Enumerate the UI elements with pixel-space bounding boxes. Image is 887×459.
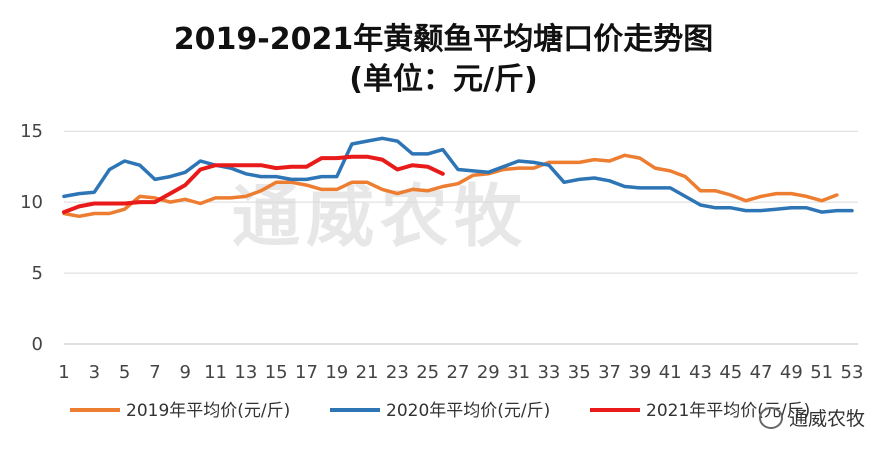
y-tick-label: 0: [32, 334, 43, 355]
x-tick-label: 37: [598, 362, 621, 383]
wechat-badge: 通威农牧: [758, 404, 865, 431]
x-tick-label: 41: [659, 362, 682, 383]
x-tick-label: 25: [416, 362, 439, 383]
x-tick-label: 9: [180, 362, 191, 383]
x-tick-label: 3: [89, 362, 100, 383]
x-tick-label: 45: [719, 362, 742, 383]
x-tick-label: 49: [780, 362, 803, 383]
x-tick-label: 21: [356, 362, 379, 383]
y-tick-label: 15: [20, 121, 43, 142]
x-tick-label: 11: [204, 362, 227, 383]
x-tick-label: 27: [447, 362, 470, 383]
x-tick-label: 47: [750, 362, 773, 383]
series-line-0: [62, 153, 839, 219]
badge-text: 通威农牧: [788, 408, 865, 430]
chart-title: 2019-2021年黄颡鱼平均塘口价走势图: [173, 22, 714, 57]
y-tick-label: 5: [32, 263, 43, 284]
x-tick-label: 23: [386, 362, 409, 383]
series-line-2: [62, 154, 445, 215]
x-tick-label: 5: [119, 362, 130, 383]
wechat-icon: [758, 406, 783, 429]
legend-label-1: 2020年平均价(元/斤): [386, 401, 550, 421]
x-tick-label: 33: [537, 362, 560, 383]
y-tick-label: 10: [20, 192, 43, 213]
x-tick-label: 35: [568, 362, 591, 383]
x-tick-label: 13: [234, 362, 257, 383]
x-tick-label: 51: [810, 362, 833, 383]
chart-subtitle: (单位：元/斤): [349, 62, 538, 97]
x-tick-label: 17: [295, 362, 318, 383]
x-tick-label: 7: [149, 362, 160, 383]
legend-label-0: 2019年平均价(元/斤): [126, 401, 290, 421]
x-tick-label: 53: [841, 362, 864, 383]
x-tick-label: 1: [58, 362, 69, 383]
series-line-1: [62, 136, 854, 214]
x-tick-label: 19: [325, 362, 348, 383]
x-tick-label: 15: [265, 362, 288, 383]
watermark-text: 通威农牧: [232, 178, 528, 257]
x-tick-label: 31: [507, 362, 530, 383]
x-tick-label: 43: [689, 362, 712, 383]
x-tick-label: 29: [477, 362, 500, 383]
x-tick-label: 39: [628, 362, 651, 383]
